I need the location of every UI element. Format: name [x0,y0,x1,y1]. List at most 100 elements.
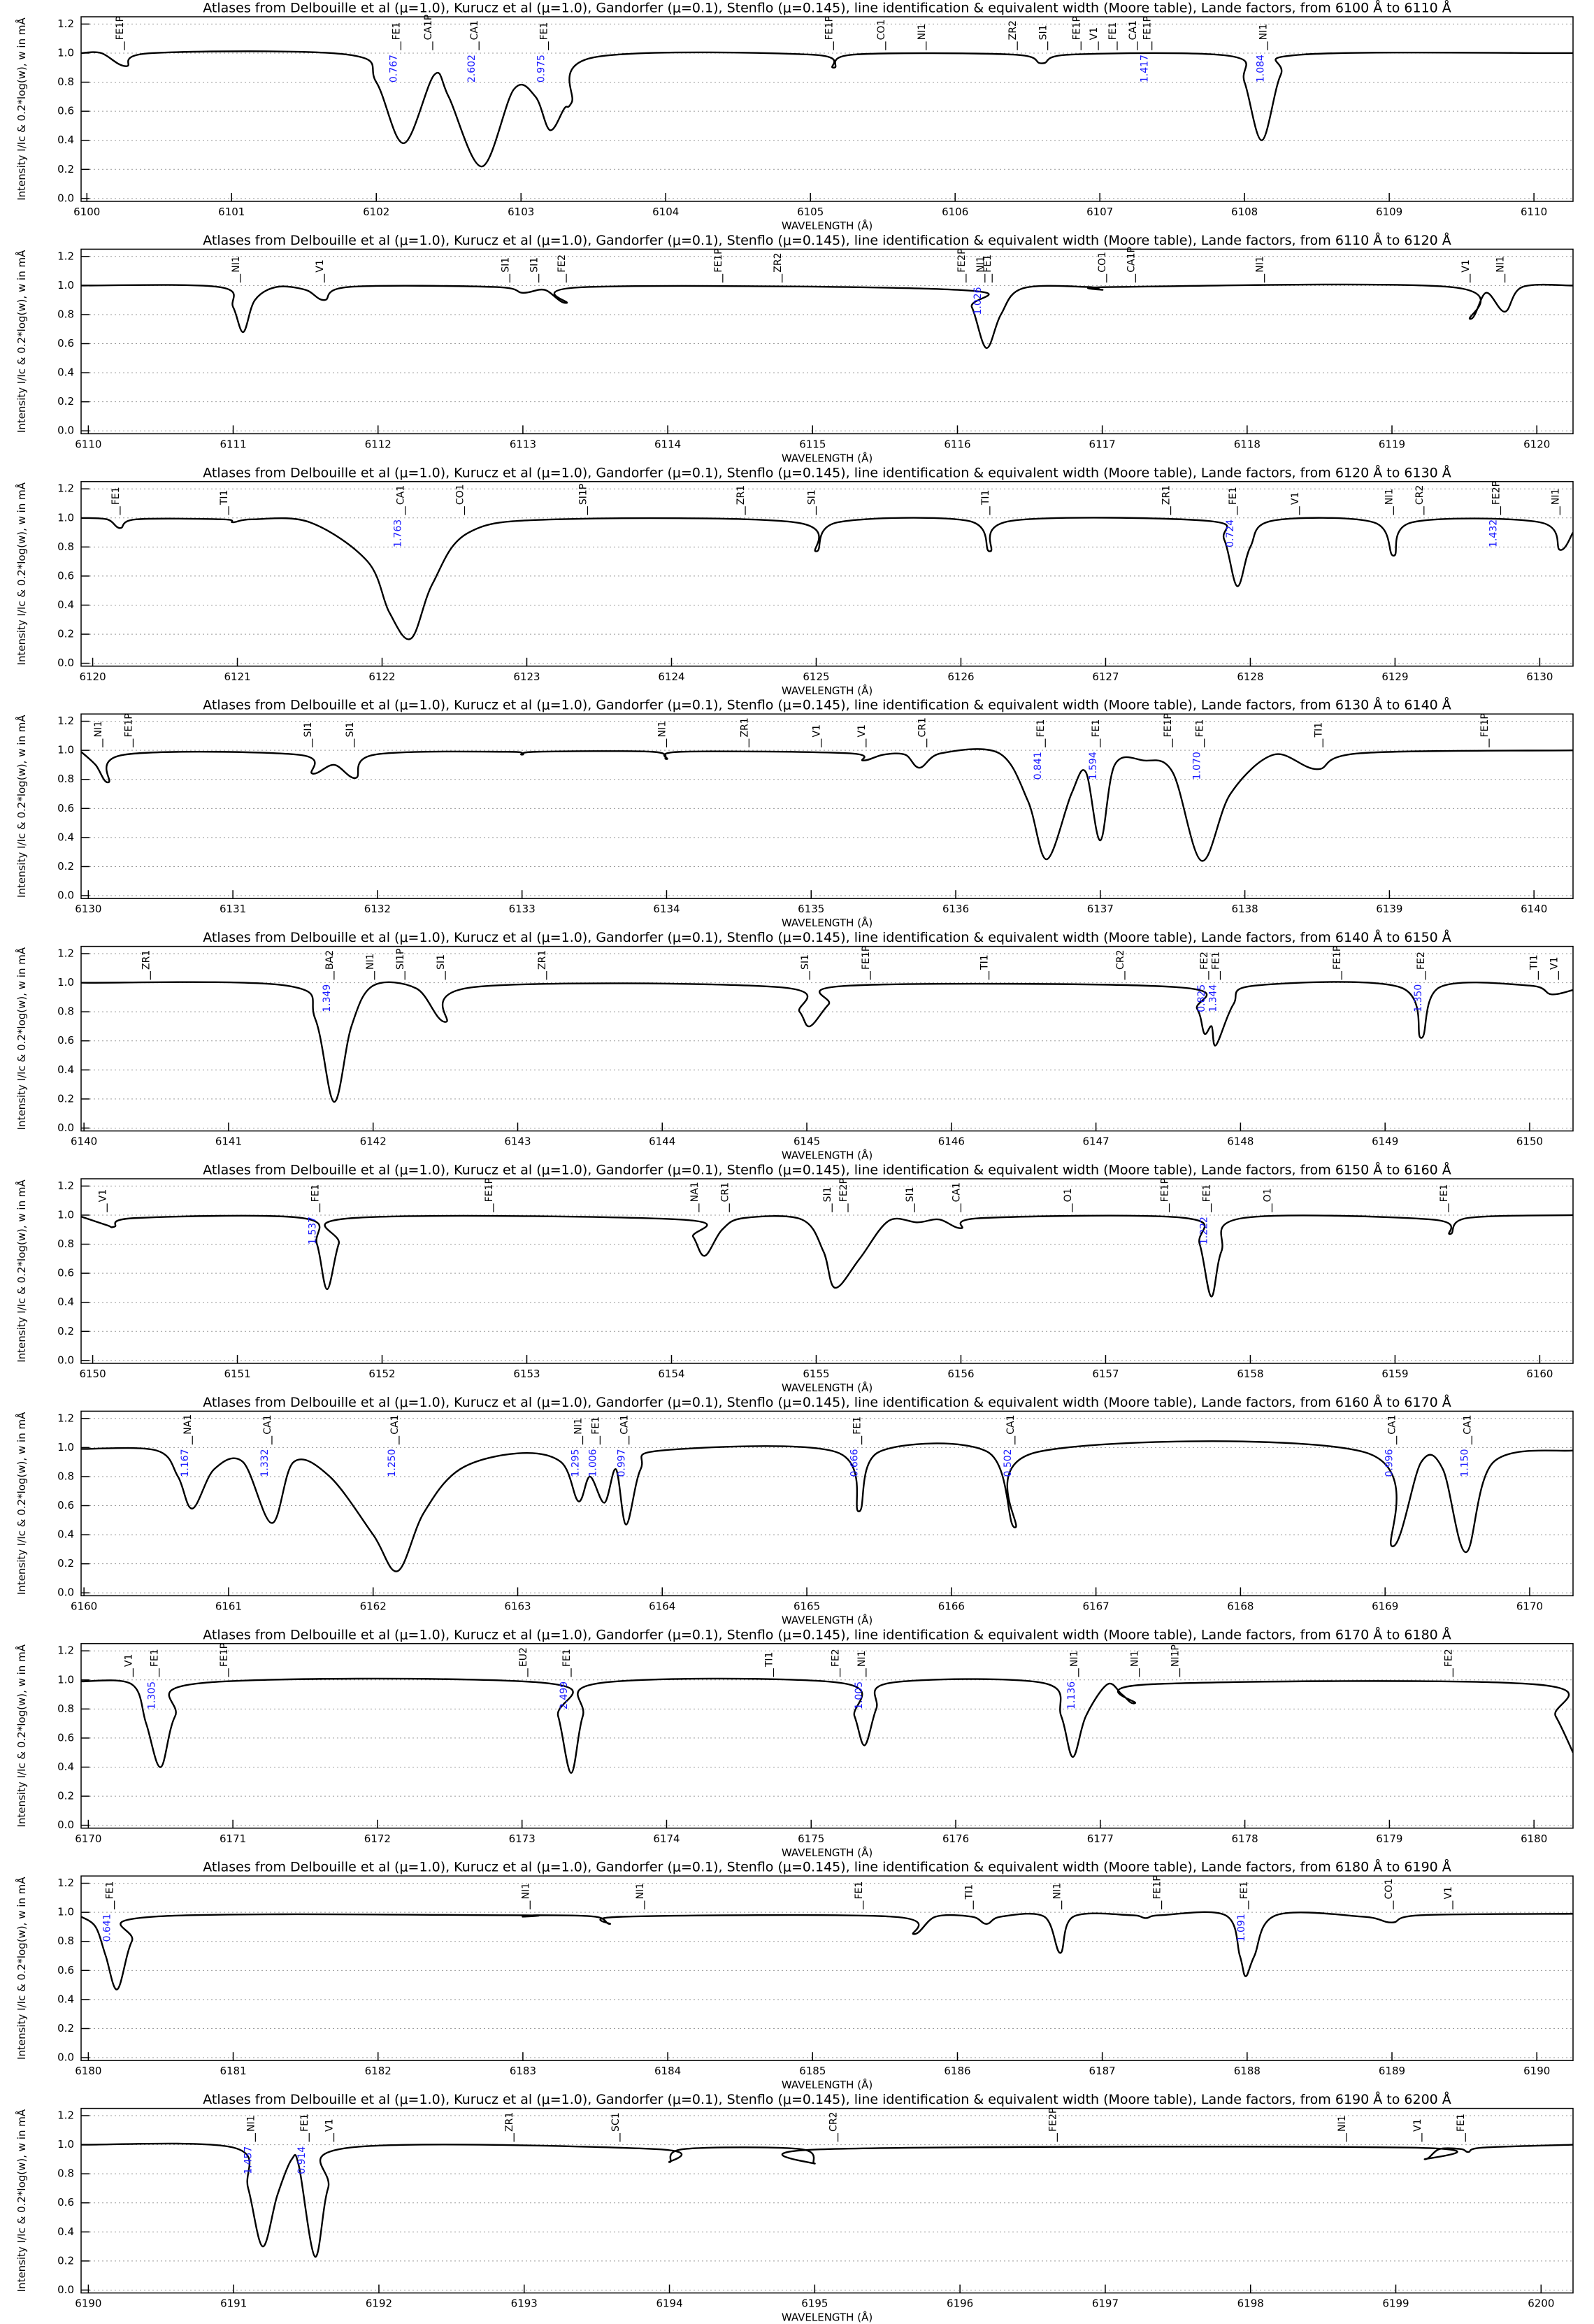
y-tick-label: 0.0 [57,1586,74,1599]
x-tick-label: 6157 [1092,1368,1119,1380]
y-tick-label: 0.6 [57,337,74,350]
x-tick-label: 6150 [79,1368,106,1380]
y-tick-label: 1.0 [57,1441,74,1454]
x-tick-label: 6168 [1227,1600,1254,1612]
y-axis-label: Intensity I/Ic & 0.2*log(w), w in mÅ [15,1644,28,1827]
plot-frame [80,713,1574,899]
x-tick-label: 6115 [799,438,826,450]
chart-title: Atlases from Delbouille et al (μ=1.0), K… [203,697,1451,713]
y-tick-label: 0.2 [57,860,74,873]
x-tick-label: 6130 [75,903,101,915]
x-tick-label: 6119 [1379,438,1405,450]
x-tick-label: 6177 [1087,1832,1114,1845]
lande-factor: 0.666 [849,1449,861,1477]
y-tick-label: 1.2 [57,715,74,727]
line-id-label: NA1 [182,1414,194,1435]
x-tick-label: 6176 [942,1832,969,1845]
x-tick-label: 6127 [1092,670,1119,683]
line-id-label: FE1P [1160,1178,1171,1202]
x-tick-label: 6195 [801,2297,828,2310]
line-id-label: NI1P [1170,1644,1182,1667]
line-id-label: FE1P [115,16,126,40]
line-id-label: ZR1 [141,950,152,970]
panel: Atlases from Delbouille et al (μ=1.0), K… [15,929,1574,1162]
x-tick-label: 6105 [797,206,824,218]
y-tick-label: 0.0 [57,424,74,437]
x-tick-label: 6188 [1234,2065,1261,2077]
line-id-label: FE1P [1142,16,1154,40]
line-id-label: FE1 [590,1416,601,1435]
line-id-label: V1 [1443,1886,1454,1899]
x-tick-label: 6125 [803,670,829,683]
plot-frame [80,1875,1574,2061]
x-tick-label: 6130 [1526,670,1553,683]
lande-factor: 1.305 [147,1681,158,1709]
line-id-label: SI1 [529,257,540,273]
x-tick-label: 6165 [794,1600,820,1612]
line-id-label: SI1P [395,949,406,970]
line-id-label: SC1 [610,2112,622,2132]
plot-frame [80,1410,1574,1597]
line-id-label: BA2 [324,950,336,970]
y-tick-label: 0.6 [57,1731,74,1744]
y-tick-label: 0.0 [57,1121,74,1134]
line-id-label: ZR1 [537,950,548,970]
lande-factor: 0.767 [388,55,399,83]
lande-factor: 0.914 [296,2146,308,2174]
y-axis-label: Intensity I/Ic & 0.2*log(w), w in mÅ [15,1179,28,1363]
lande-factor: 0.641 [102,1914,113,1942]
lande-factor: 1.026 [972,287,984,315]
x-axis-label: WAVELENGTH (Å) [782,2311,873,2324]
y-tick-label: 1.0 [57,976,74,989]
y-axis-label: Intensity I/Ic & 0.2*log(w), w in mÅ [15,482,28,665]
y-axis-label: Intensity I/Ic & 0.2*log(w), w in mÅ [15,17,28,201]
y-tick-label: 1.0 [57,1673,74,1686]
line-id-label: TI1 [1528,954,1539,970]
line-id-label: FE1P [713,248,724,272]
x-tick-label: 6190 [1523,2065,1550,2077]
y-tick-label: 0.2 [57,2022,74,2035]
line-id-label: FE1P [1332,946,1343,970]
x-axis-label: WAVELENGTH (Å) [782,1381,873,1394]
line-id-label: NI1 [520,1883,531,1900]
line-id-label: FE1P [824,16,835,40]
x-tick-label: 6156 [947,1368,974,1380]
x-tick-label: 6193 [511,2297,538,2310]
line-id-label: FE1 [150,1649,161,1667]
line-id-label: CO1 [876,20,887,41]
x-tick-label: 6147 [1083,1135,1110,1148]
x-axis-label: WAVELENGTH (Å) [782,684,873,697]
line-id-label: CA1 [1462,1414,1473,1434]
line-id-label: NI1 [573,1418,584,1435]
line-id-label: CR1 [917,717,928,737]
y-tick-label: 0.2 [57,2254,74,2267]
line-id-label: SI1 [303,722,314,738]
x-tick-label: 6169 [1372,1600,1398,1612]
spectrum-line [81,283,1573,349]
x-tick-label: 6194 [656,2297,682,2310]
y-axis-label: Intensity I/Ic & 0.2*log(w), w in mÅ [15,2109,28,2292]
line-id-label: FE1P [1163,713,1174,737]
line-id-label: FE1 [1202,1184,1213,1203]
chart-title: Atlases from Delbouille et al (μ=1.0), K… [203,1859,1451,1875]
x-tick-label: 6136 [942,903,969,915]
y-tick-label: 0.2 [57,1557,74,1570]
line-id-label: NI1 [1255,256,1266,273]
y-tick-label: 1.0 [57,1906,74,1918]
y-tick-label: 0.2 [57,163,74,175]
line-id-label: FE2P [1047,2108,1058,2132]
line-id-label: SI1 [436,954,447,970]
line-id-label: CA1 [1387,1414,1398,1434]
x-tick-label: 6189 [1379,2065,1405,2077]
line-id-label: NI1 [1258,24,1269,41]
plot-frame [80,945,1574,1132]
panel: Atlases from Delbouille et al (μ=1.0), K… [15,232,1574,464]
x-tick-label: 6135 [798,903,824,915]
x-tick-label: 6170 [1516,1600,1543,1612]
x-tick-label: 6103 [508,206,534,218]
x-tick-label: 6128 [1237,670,1263,683]
y-tick-label: 0.8 [57,1005,74,1018]
x-tick-label: 6102 [363,206,389,218]
x-tick-label: 6146 [938,1135,965,1148]
